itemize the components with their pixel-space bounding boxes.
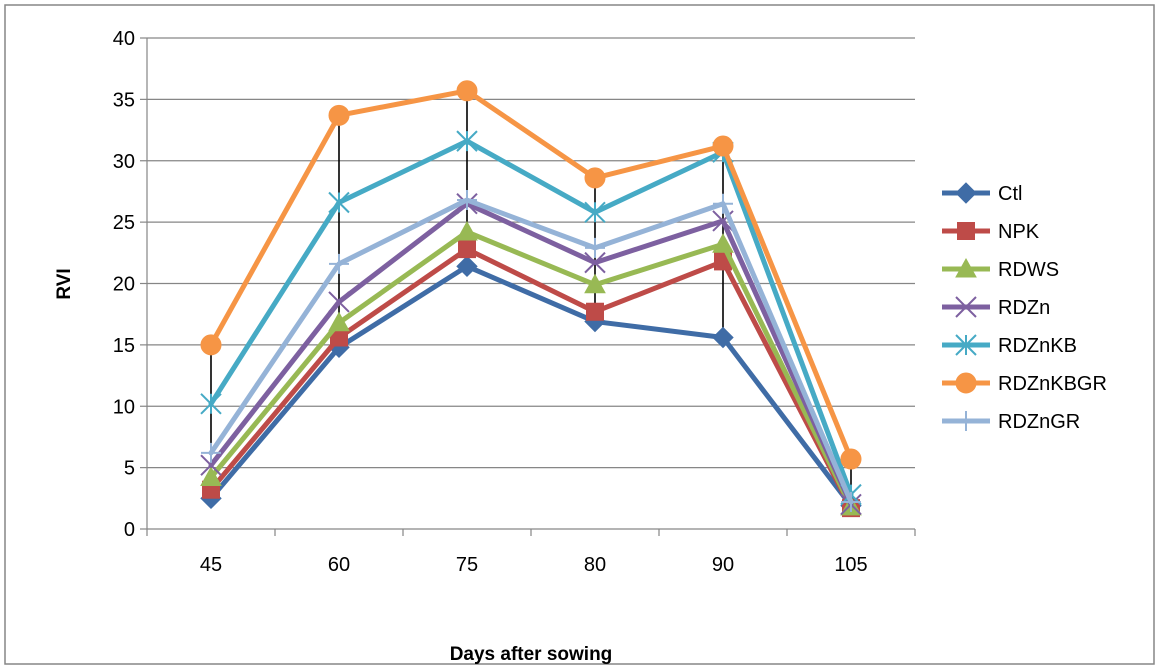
data-point-rdznkb	[200, 393, 222, 415]
legend-marker-rdzngr	[956, 411, 976, 431]
x-tick-label: 80	[584, 554, 606, 576]
data-point-rdzn	[328, 291, 350, 313]
axes	[140, 37, 916, 536]
data-point-rdznkbgr	[328, 104, 350, 126]
legend-label-npk: NPK	[998, 221, 1040, 243]
y-tick-label: 5	[124, 458, 135, 480]
legend-label-rdznkb: RDZnKB	[998, 335, 1077, 357]
legend-label-rdzn: RDZn	[998, 297, 1050, 319]
y-tick-label: 15	[113, 335, 135, 357]
series-line-ctl	[208, 263, 854, 509]
data-point-rdznkbgr	[840, 448, 862, 470]
series-line-rdznkb	[208, 138, 854, 498]
data-point-rdznkb	[584, 201, 606, 224]
legend-label-rdznkbgr: RDZnKBGR	[998, 373, 1107, 395]
legend-label-ctl: Ctl	[998, 183, 1022, 205]
series-line-rdws	[208, 229, 854, 510]
x-tick-label: 105	[834, 554, 867, 576]
data-point-rdws	[712, 233, 734, 253]
data-point-rdzngr	[841, 491, 861, 512]
series-lines	[200, 80, 862, 518]
data-point-rdzngr	[457, 190, 477, 211]
data-point-rdznkbgr	[200, 334, 222, 356]
legend: Ctl NPK RDWS RDZn RDZnKB RDZnKBGR RDZnGR	[942, 182, 1107, 433]
y-tick-label: 30	[113, 151, 135, 173]
data-point-rdzngr	[201, 442, 221, 463]
y-tick-label: 10	[113, 396, 135, 418]
data-point-rdws	[200, 466, 222, 486]
data-point-rdws	[456, 220, 478, 241]
x-tick-label: 45	[200, 554, 222, 576]
data-point-ctl	[456, 255, 478, 278]
series-line-rdznkbgr	[208, 88, 854, 462]
x-axis-title: Days after sowing	[450, 644, 613, 665]
y-tick-label: 20	[113, 274, 135, 296]
y-tick-label: 0	[124, 519, 135, 541]
y-tick-label: 25	[113, 212, 135, 234]
data-point-rdzngr	[329, 253, 349, 274]
legend-marker-rdzn	[955, 296, 977, 318]
data-point-npk	[458, 240, 476, 259]
series-line-npk	[208, 246, 854, 511]
data-point-rdzn	[584, 251, 606, 274]
data-point-rdws	[328, 311, 350, 332]
legend-label-rdws: RDWS	[998, 259, 1059, 281]
data-point-ctl	[712, 326, 734, 349]
legend-marker-rdws	[955, 257, 977, 278]
data-point-rdzngr	[713, 193, 733, 214]
legend-marker-ctl	[955, 182, 977, 204]
legend-marker-npk	[957, 222, 975, 240]
data-point-rdznkbgr	[456, 80, 478, 102]
x-tick-label: 75	[456, 554, 478, 576]
tick-labels: 0 5 10 15 20 25 30 35 40 45 60 75 80 90 105	[113, 28, 868, 576]
data-point-rdznkbgr	[584, 167, 606, 189]
data-point-npk	[586, 302, 604, 321]
data-point-rdznkb	[456, 130, 478, 152]
data-point-rdws	[584, 273, 606, 294]
x-tick-label: 60	[328, 554, 350, 576]
series-line-rdzngr	[208, 197, 854, 505]
data-point-rdznkbgr	[712, 135, 734, 157]
legend-marker-rdznkb	[955, 334, 977, 356]
data-point-rdzngr	[585, 237, 605, 258]
chart-border	[4, 4, 1155, 665]
series-line-rdzn	[208, 201, 854, 507]
x-tick-label: 90	[712, 554, 734, 576]
y-tick-label: 35	[113, 89, 135, 111]
legend-label-rdzngr: RDZnGR	[998, 411, 1080, 433]
data-point-rdznkb	[328, 191, 350, 214]
legend-marker-rdznkbgr	[955, 372, 977, 394]
y-tick-label: 40	[113, 28, 135, 50]
data-point-rdzn	[200, 454, 222, 476]
y-axis-title: RVI	[54, 268, 75, 299]
